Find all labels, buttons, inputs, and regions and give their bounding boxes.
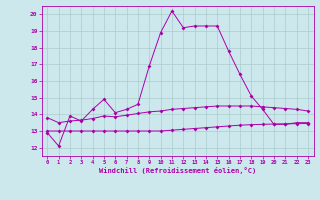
X-axis label: Windchill (Refroidissement éolien,°C): Windchill (Refroidissement éolien,°C) (99, 167, 256, 174)
